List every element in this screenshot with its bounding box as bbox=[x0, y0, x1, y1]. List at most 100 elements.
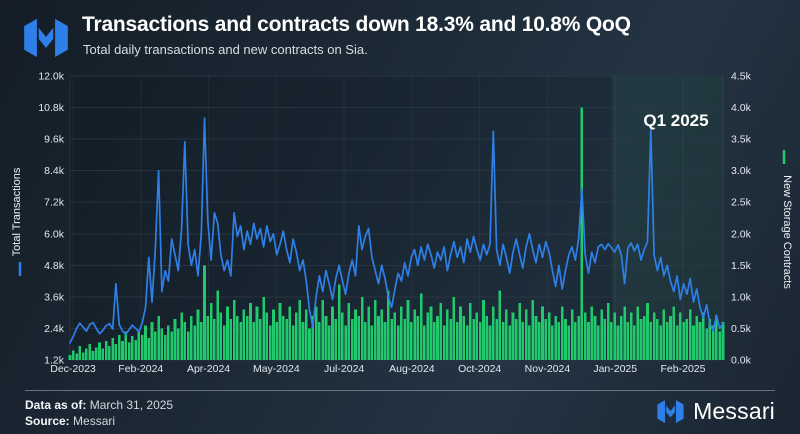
contracts-bar bbox=[88, 344, 91, 360]
left-axis-tick: 12.0k bbox=[38, 71, 64, 83]
contracts-bar bbox=[508, 325, 512, 360]
contracts-bar bbox=[324, 315, 328, 360]
left-axis-tick: 10.8k bbox=[38, 102, 64, 114]
contracts-bar bbox=[203, 265, 206, 360]
contracts-bar bbox=[226, 306, 229, 360]
contracts-bar bbox=[259, 318, 262, 360]
contracts-bar bbox=[111, 337, 114, 360]
q1-2025-annotation: Q1 2025 bbox=[643, 111, 708, 130]
contracts-bar bbox=[511, 312, 515, 360]
contracts-bar bbox=[577, 315, 580, 360]
contracts-bar bbox=[360, 296, 364, 360]
right-axis-tick: 1.5k bbox=[731, 260, 752, 272]
left-axis-tick: 3.6k bbox=[44, 291, 65, 303]
contracts-bar bbox=[718, 331, 722, 360]
right-axis-tick: 3.0k bbox=[731, 165, 752, 177]
contracts-bar bbox=[275, 322, 279, 360]
contracts-bar bbox=[281, 315, 285, 360]
contracts-bar bbox=[646, 303, 649, 360]
contracts-bar bbox=[236, 315, 239, 360]
contracts-bar bbox=[459, 306, 462, 360]
contracts-bar bbox=[262, 296, 265, 360]
right-axis-tick: 0.0k bbox=[731, 355, 752, 367]
contracts-bar bbox=[98, 342, 101, 360]
contracts-bar bbox=[396, 325, 400, 360]
contracts-bar bbox=[475, 312, 479, 360]
contracts-bar bbox=[403, 318, 406, 360]
right-axis-tick: 3.5k bbox=[731, 134, 752, 146]
contracts-bar bbox=[633, 325, 636, 360]
contracts-bar bbox=[91, 351, 95, 360]
contracts-bar bbox=[409, 322, 413, 360]
contracts-bar bbox=[327, 325, 331, 360]
contracts-bar bbox=[167, 325, 170, 360]
contracts-bar bbox=[462, 315, 466, 360]
contracts-bar bbox=[255, 306, 259, 360]
contracts-bar bbox=[344, 325, 347, 360]
contracts-bar bbox=[679, 312, 682, 360]
contracts-bar bbox=[377, 315, 380, 360]
contracts-bar bbox=[337, 284, 341, 360]
contracts-bar bbox=[400, 306, 403, 360]
x-axis-tick: Jan-2025 bbox=[593, 363, 637, 375]
contracts-bar bbox=[416, 315, 420, 360]
contracts-bar bbox=[537, 322, 541, 360]
contracts-bar bbox=[104, 341, 108, 360]
contracts-bar bbox=[642, 315, 646, 360]
contracts-bar bbox=[482, 300, 485, 360]
contracts-bar bbox=[715, 315, 718, 360]
contracts-bar bbox=[449, 318, 452, 360]
right-axis-tick: 2.5k bbox=[731, 197, 752, 209]
contracts-bar bbox=[606, 303, 610, 360]
contracts-bar bbox=[387, 290, 390, 360]
data-as-of-value: March 31, 2025 bbox=[89, 398, 174, 412]
contracts-bar bbox=[711, 325, 715, 360]
contracts-bar bbox=[419, 293, 423, 360]
right-axis-tick: 1.0k bbox=[731, 291, 752, 303]
contracts-bar bbox=[216, 290, 219, 360]
contracts-bar bbox=[616, 325, 620, 360]
contracts-bar bbox=[265, 312, 269, 360]
contracts-bar bbox=[314, 306, 318, 360]
contracts-bar bbox=[81, 352, 85, 360]
data-as-of-label: Data as of: bbox=[25, 398, 87, 412]
messari-logo-icon bbox=[657, 400, 684, 423]
contracts-bar bbox=[295, 312, 298, 360]
left-axis-title: Total Transactions bbox=[11, 167, 23, 256]
contracts-bar bbox=[298, 300, 301, 360]
contracts-bar bbox=[636, 306, 639, 360]
contracts-bar bbox=[163, 334, 167, 360]
contracts-bar bbox=[131, 336, 134, 360]
left-axis-tick: 1.2k bbox=[44, 355, 65, 367]
contracts-bar bbox=[659, 325, 662, 360]
contracts-bar bbox=[626, 322, 630, 360]
contracts-bar bbox=[71, 350, 75, 360]
contracts-bar bbox=[554, 315, 557, 360]
x-axis-tick: Feb-2025 bbox=[661, 363, 706, 375]
source-line: Source: Messari bbox=[25, 413, 173, 429]
contracts-bar bbox=[209, 303, 213, 360]
contracts-bar bbox=[551, 325, 554, 360]
source-value: Messari bbox=[73, 414, 116, 428]
contracts-bar bbox=[639, 318, 643, 360]
source-label: Source: bbox=[25, 414, 70, 428]
contracts-bar bbox=[321, 300, 324, 360]
contracts-bar bbox=[367, 306, 370, 360]
contracts-bar bbox=[446, 309, 449, 360]
contracts-bar bbox=[524, 309, 528, 360]
contracts-bar bbox=[570, 309, 574, 360]
contracts-bar bbox=[318, 322, 321, 360]
contracts-bar bbox=[68, 354, 72, 360]
right-axis-tick: 4.5k bbox=[731, 71, 752, 83]
x-axis-tick: Jul-2024 bbox=[324, 363, 364, 375]
contracts-bar bbox=[465, 325, 469, 360]
contracts-bar bbox=[291, 325, 295, 360]
contracts-bar bbox=[176, 328, 180, 360]
contracts-bar bbox=[656, 318, 659, 360]
contracts-bar bbox=[108, 346, 111, 360]
contracts-bar bbox=[672, 306, 676, 360]
left-axis-tick: 4.8k bbox=[44, 260, 65, 272]
contracts-bar bbox=[623, 306, 626, 360]
contracts-bar bbox=[472, 318, 475, 360]
contracts-bar bbox=[213, 318, 216, 360]
